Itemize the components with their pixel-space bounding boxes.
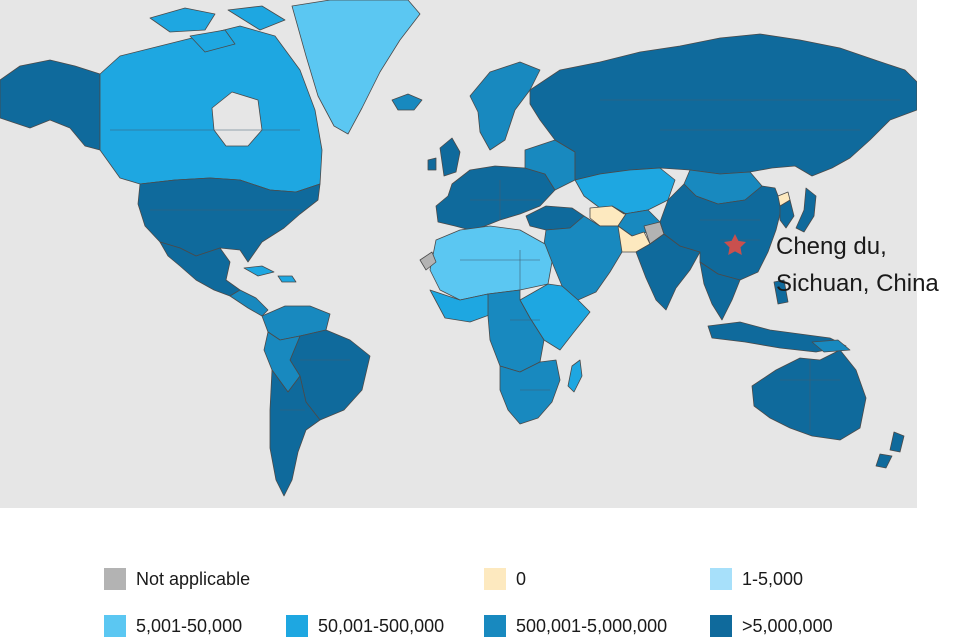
legend-swatch	[104, 568, 126, 590]
legend-label: 50,001-500,000	[318, 615, 445, 636]
location-label-line1: Cheng du,	[776, 233, 887, 260]
region-australia	[751, 349, 867, 441]
region-philippines	[773, 279, 789, 305]
region-new-zealand	[875, 431, 905, 469]
country-borders	[110, 99, 900, 430]
region-argentina-chile	[269, 369, 321, 497]
legend-item-zero: 0	[484, 567, 526, 591]
legend-item-not-applicable: Not applicable	[104, 567, 250, 591]
region-caribbean	[243, 265, 297, 283]
region-india	[635, 233, 701, 311]
legend-swatch	[286, 615, 308, 637]
region-russia	[529, 33, 917, 181]
region-china	[659, 183, 783, 281]
legend-label: 500,001-5,000,000	[516, 615, 668, 636]
region-middle-east	[543, 215, 633, 301]
legend-item-50001-500000: 50,001-500,000	[286, 614, 444, 638]
region-central-america	[229, 289, 269, 317]
region-new-guinea	[811, 339, 851, 353]
region-alaska	[0, 59, 101, 151]
region-western-europe	[435, 165, 556, 231]
region-japan	[795, 187, 817, 233]
legend-label: >5,000,000	[742, 615, 833, 636]
legend-swatch	[104, 615, 126, 637]
region-west-sahara	[419, 251, 437, 271]
region-southern-africa	[499, 359, 561, 425]
region-north-africa	[429, 225, 553, 301]
world-map	[0, 0, 917, 508]
world-map-svg	[0, 0, 917, 497]
legend-swatch	[710, 615, 732, 637]
region-uk-ireland	[427, 137, 461, 177]
legend-item-5001-50000: 5,001-50,000	[104, 614, 242, 638]
legend-label: 1-5,000	[742, 568, 804, 589]
region-madagascar	[567, 359, 583, 393]
region-iceland	[391, 93, 423, 111]
region-hudson-bay	[211, 91, 263, 147]
legend-item-500001-5000000: 500,001-5,000,000	[484, 614, 667, 638]
legend-swatch	[484, 615, 506, 637]
legend-swatch	[484, 568, 506, 590]
region-canada-islands	[149, 5, 286, 53]
legend-item-1-5000: 1-5,000	[710, 567, 803, 591]
location-label: Cheng du, Sichuan, China	[776, 228, 961, 302]
legend-label: 5,001-50,000	[136, 615, 243, 636]
legend-label: 0	[516, 568, 527, 589]
legend-item-over-5000000: >5,000,000	[710, 614, 833, 638]
region-greenland	[291, 0, 421, 135]
region-scandinavia	[469, 61, 541, 151]
legend-label: Not applicable	[136, 568, 251, 589]
region-indonesia	[707, 321, 847, 353]
legend-swatch	[710, 568, 732, 590]
region-canada	[99, 25, 323, 193]
region-southeast-asia	[699, 261, 741, 321]
star-icon	[724, 234, 746, 255]
location-label-line2: Sichuan, China	[776, 270, 939, 297]
region-north-korea	[777, 191, 791, 207]
